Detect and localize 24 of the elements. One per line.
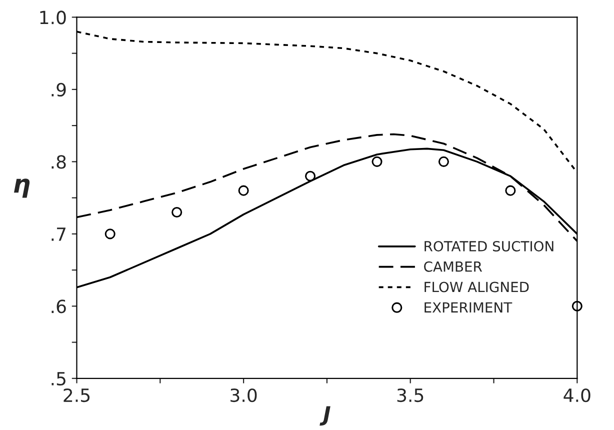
point	[438, 156, 449, 167]
x-tick-label: 2.5	[64, 388, 90, 402]
point	[505, 185, 516, 196]
y-tick-label: .7	[52, 228, 66, 241]
point	[238, 185, 249, 196]
point	[104, 228, 116, 240]
x-tick-label: 3.5	[397, 388, 424, 402]
point	[372, 156, 382, 167]
y-tick-label: .8	[52, 155, 66, 169]
x-tick-label: 4.0	[564, 388, 590, 402]
x-tick-label: 3.0	[230, 388, 257, 402]
legend-label: EXPERIMENT	[424, 302, 512, 312]
point	[572, 300, 582, 312]
legend-label: CAMBER	[424, 261, 482, 272]
legend-label: FLOW ALIGNED	[424, 282, 529, 292]
y-tick-label: .5	[52, 372, 66, 386]
legend-label: ROTATED SUCTION	[424, 240, 554, 252]
point	[172, 206, 182, 218]
y-tick-label: 1.0	[40, 10, 66, 24]
y-axis-title: η	[14, 178, 30, 198]
x-axis-title: J	[320, 406, 330, 426]
point	[304, 170, 316, 182]
y-tick-label: .9	[52, 82, 66, 97]
y-tick-label: .6	[52, 300, 66, 314]
